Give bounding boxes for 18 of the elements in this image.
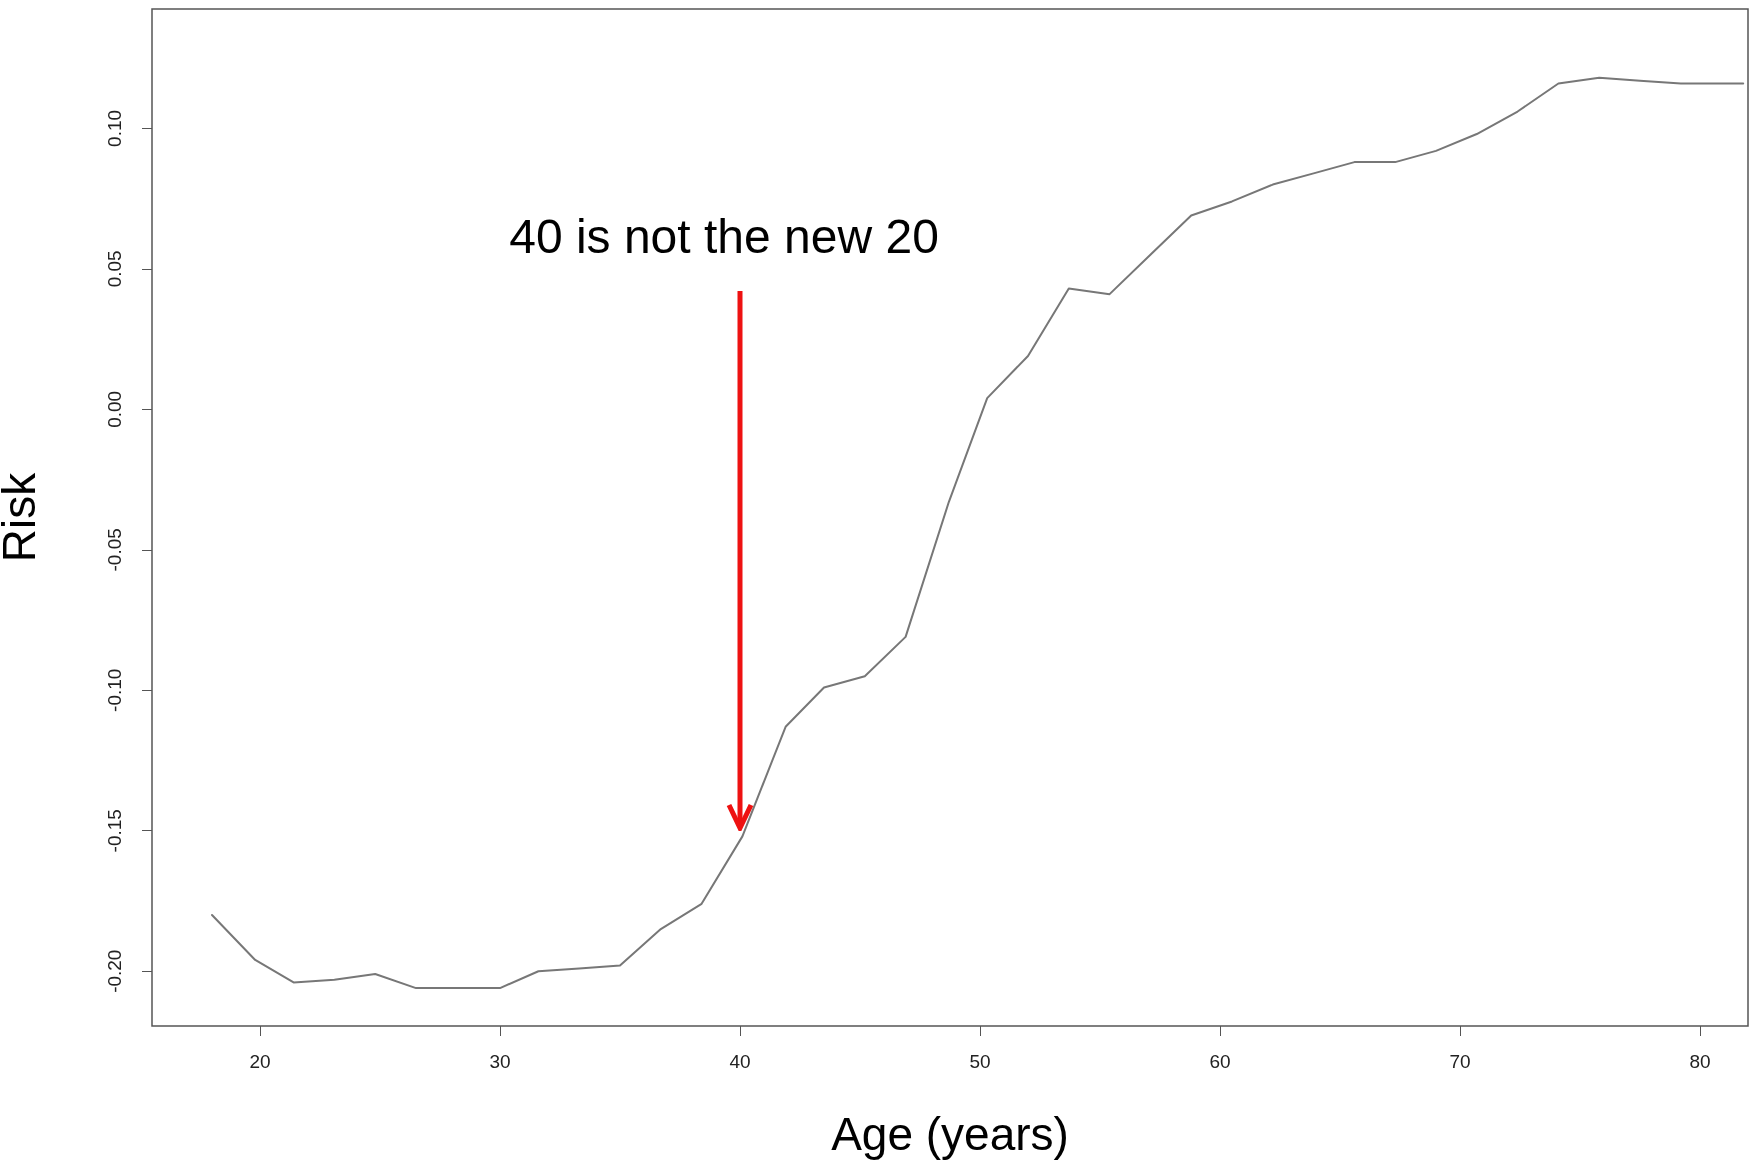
x-tick-label: 50: [969, 1051, 991, 1072]
x-tick-label: 80: [1689, 1051, 1711, 1072]
y-tick-label: 0.05: [104, 250, 125, 288]
y-tick-label: -0.10: [104, 668, 125, 712]
y-axis-title: Risk: [0, 471, 45, 563]
annotation: 40 is not the new 20: [509, 210, 939, 264]
y-tick-label: -0.20: [104, 949, 125, 993]
y-tick-label: 0.10: [104, 109, 125, 147]
line-series: [211, 76, 1745, 990]
x-tick-label: 30: [489, 1051, 511, 1072]
x-axis-title: Age (years): [831, 1108, 1069, 1160]
y-tick-label: 0.00: [104, 390, 125, 428]
x-tick-label: 40: [729, 1051, 751, 1072]
y-tick-label: -0.15: [104, 809, 125, 853]
y-tick-label: -0.05: [104, 528, 125, 572]
x-tick-label: 20: [249, 1051, 271, 1072]
x-tick-label: 70: [1449, 1051, 1471, 1072]
x-tick-label: 60: [1209, 1051, 1231, 1072]
